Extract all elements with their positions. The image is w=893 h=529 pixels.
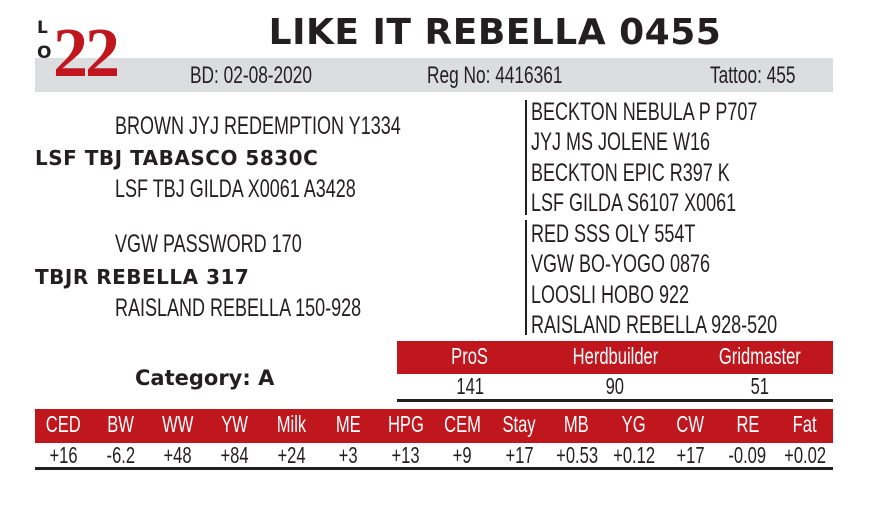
epd-header: MB <box>564 411 589 437</box>
animal-name: LIKE IT REBELLA 0455 <box>268 12 722 53</box>
epd-value: +48 <box>163 442 192 468</box>
index-header-bar <box>397 341 833 374</box>
epd-value: +0.02 <box>784 442 827 468</box>
epd-header: HPG <box>387 411 424 437</box>
epd-value: +0.53 <box>556 442 599 468</box>
epd-header: CED <box>46 411 81 437</box>
epd-value: +84 <box>220 442 249 468</box>
index-header: Herdbuilder <box>572 343 658 369</box>
ancestor: VGW BO-YOGO 0876 <box>531 250 711 278</box>
epd-header: YG <box>621 411 646 437</box>
epd-header: RE <box>735 411 759 437</box>
dam: TBJR REBELLA 317 <box>35 265 250 289</box>
dam-bracket <box>525 220 527 335</box>
epd-value: +13 <box>391 442 420 468</box>
category: Category: A <box>135 366 275 390</box>
epd-header: Stay <box>502 411 537 437</box>
epd-value: +3 <box>339 442 358 468</box>
epd-header: Milk <box>276 411 307 437</box>
epd-value: -0.09 <box>728 442 767 468</box>
ancestor: RAISLAND REBELLA 928-520 <box>531 311 778 339</box>
info-bar <box>35 58 833 92</box>
index-value: 141 <box>456 373 484 399</box>
index-header: Gridmaster <box>719 343 801 369</box>
epd-value: +0.12 <box>613 442 656 468</box>
ancestor: RED SSS OLY 554T <box>531 220 696 248</box>
sire-sire: BROWN JYJ REDEMPTION Y1334 <box>115 112 401 140</box>
index-value: 90 <box>605 373 625 399</box>
epd-value: +17 <box>505 442 534 468</box>
epd-rule <box>35 467 833 470</box>
epd-header: WW <box>161 411 194 437</box>
epd-header-bar <box>35 409 833 443</box>
epd-value: +16 <box>49 442 78 468</box>
epd-value: +24 <box>277 442 306 468</box>
registration-number: Reg No: 4416361 <box>427 62 563 89</box>
epd-header: BW <box>107 411 134 437</box>
epd-value: +9 <box>453 442 472 468</box>
epd-header: CW <box>676 411 705 437</box>
ancestor: LOOSLI HOBO 922 <box>531 281 690 309</box>
epd-header: CEM <box>444 411 481 437</box>
lot-number: 22 <box>53 15 120 92</box>
ancestor: BECKTON EPIC R397 K <box>531 159 730 187</box>
ancestor: JYJ MS JOLENE W16 <box>531 128 711 156</box>
epd-value: -6.2 <box>106 442 135 468</box>
lot-letter-l: L <box>37 18 48 38</box>
epd-header: YW <box>221 411 248 437</box>
index-header: ProS <box>451 343 489 369</box>
epd-header: ME <box>336 411 361 437</box>
index-rule <box>397 399 833 402</box>
tattoo: Tattoo: 455 <box>710 62 796 89</box>
index-value: 51 <box>750 373 770 399</box>
sire-bracket <box>525 100 527 215</box>
epd-header: Fat <box>792 411 817 437</box>
sire: LSF TBJ TABASCO 5830C <box>35 146 319 170</box>
ancestor: LSF GILDA S6107 X0061 <box>531 189 737 217</box>
birth-date: BD: 02-08-2020 <box>190 62 313 89</box>
ancestor: BECKTON NEBULA P P707 <box>531 98 758 126</box>
epd-value: +17 <box>676 442 705 468</box>
dam-dam: RAISLAND REBELLA 150-928 <box>115 294 362 322</box>
sire-dam: LSF TBJ GILDA X0061 A3428 <box>115 175 356 203</box>
dam-sire: VGW PASSWORD 170 <box>115 230 302 258</box>
